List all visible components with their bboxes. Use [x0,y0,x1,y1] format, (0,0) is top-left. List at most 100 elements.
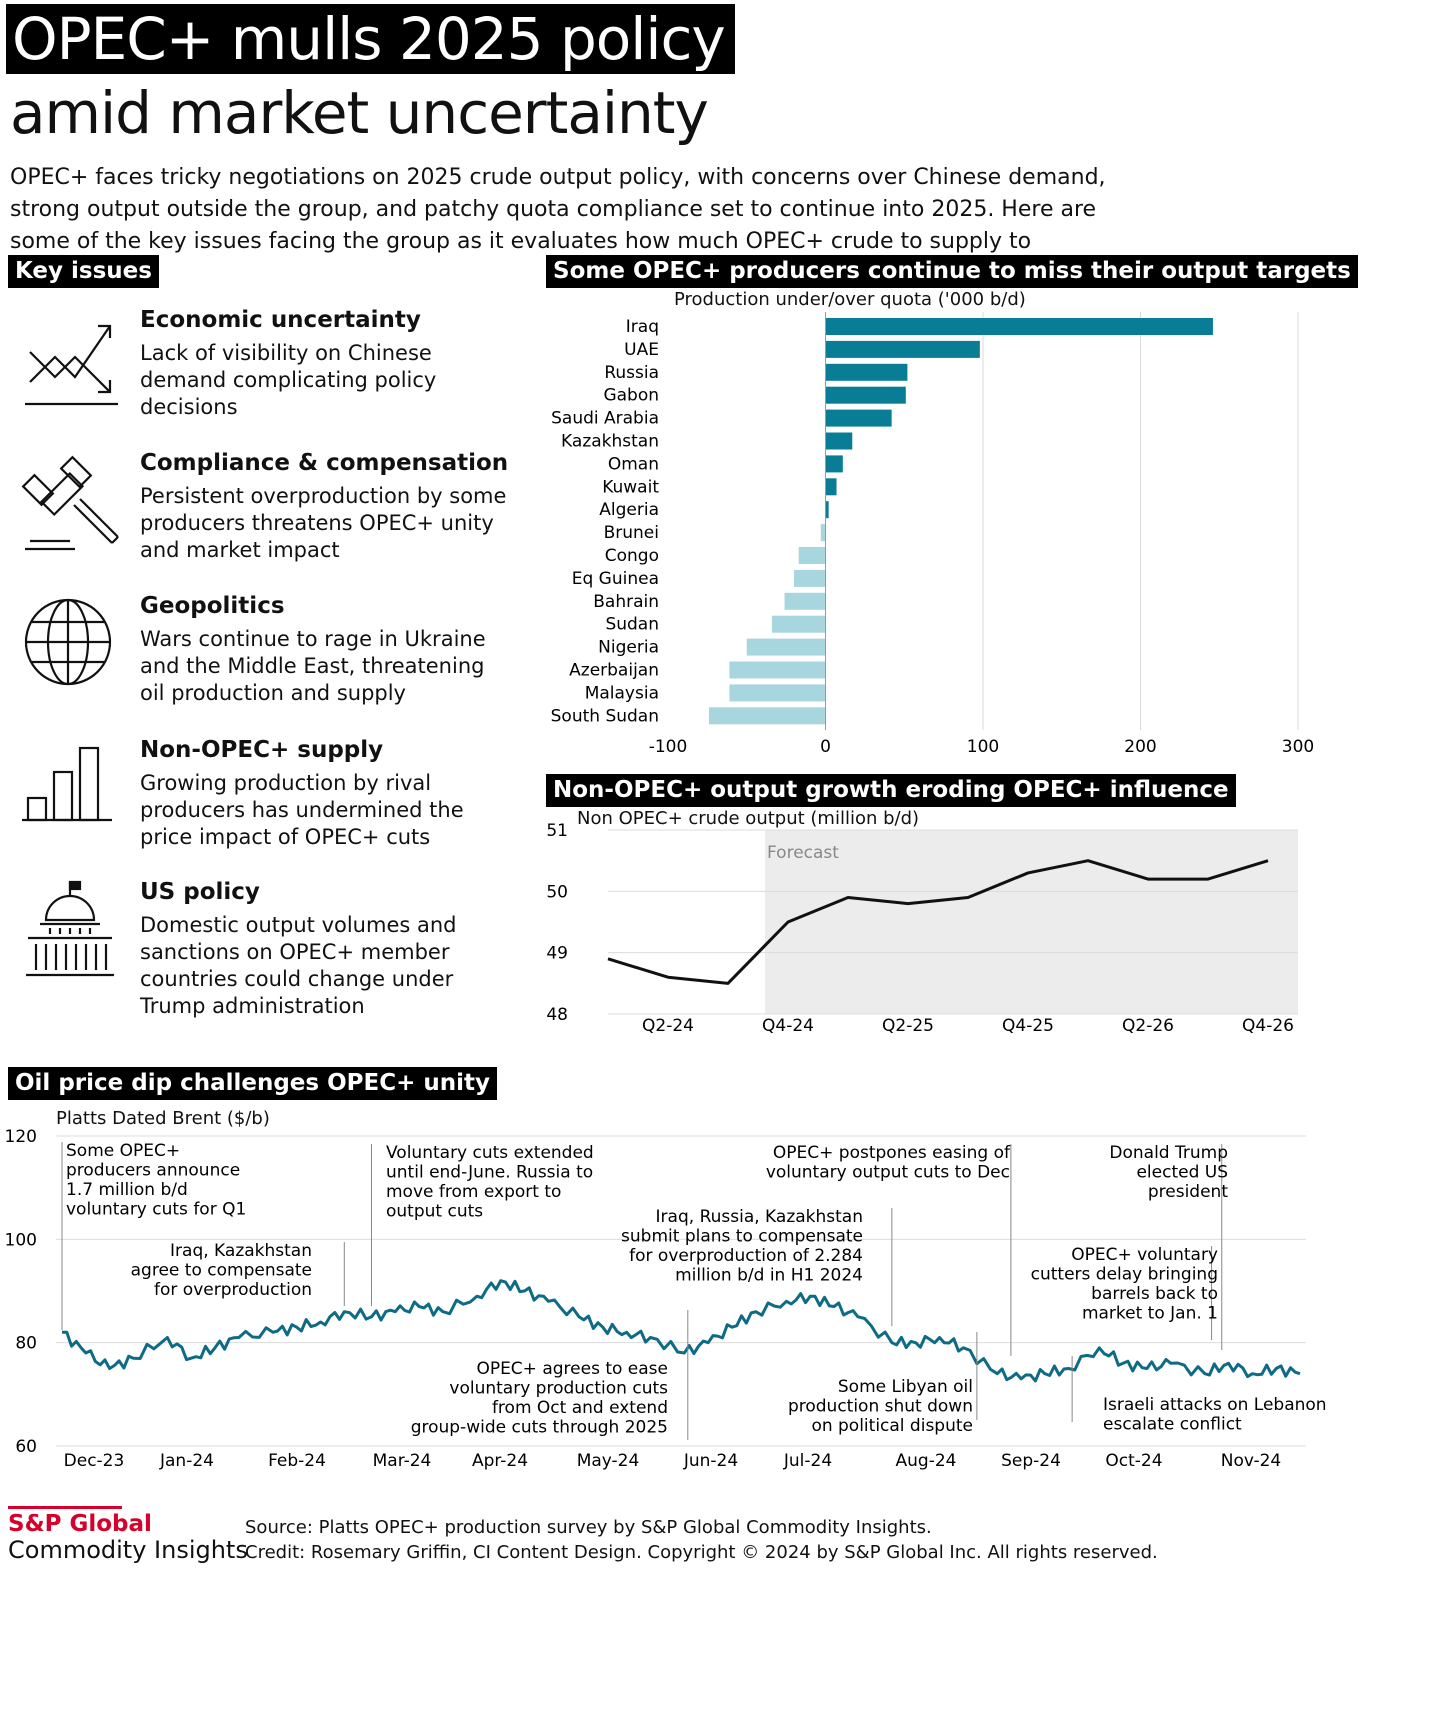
issue-desc-geopolitics: Wars continue to rage in Ukraine and the… [140,627,486,705]
issue-title-compliance: Compliance & compensation [140,450,509,476]
quota-bar [746,638,826,656]
annotation-text: from Oct and extend [492,1398,668,1418]
brent-x-tick: Oct-24 [1105,1451,1162,1471]
annotation-text: Iraq, Russia, Kazakhstan [656,1207,863,1227]
annotation-text: on political dispute [811,1416,973,1436]
brent-x-tick: Feb-24 [268,1451,326,1471]
annotation-text: agree to compensate [131,1261,312,1281]
brent-chart-subtitle: Platts Dated Brent ($/b) [56,1108,270,1129]
issue-desc-supply: Growing production by rival producers ha… [140,771,464,849]
issue-icon-geopolitics [20,590,130,704]
annotation-text: submit plans to compensate [621,1227,863,1247]
page-title-line2: amid market uncertainty [10,79,709,147]
capitol-icon [26,880,114,977]
nonopec-x-tick: Q2-25 [882,1016,934,1036]
quota-chart-subtitle: Production under/over quota ('000 b/d) [674,289,1026,310]
issue-desc-us-policy: Domestic output volumes and sanctions on… [140,913,457,1018]
credit-note: Credit: Rosemary Griffin, CI Content Des… [245,1542,1158,1563]
annotation-text: Some OPEC+ [66,1141,180,1161]
annotation-text: voluntary production cuts [449,1379,668,1399]
annotation-text: move from export to [386,1182,561,1202]
quota-category-label: Sudan [605,615,659,635]
quota-x-tick: -100 [649,737,688,757]
trend-arrows-icon [25,324,118,406]
quota-x-tick: 100 [967,737,999,757]
quota-category-label: Iraq [626,317,659,337]
annotation-text: barrels back to [1091,1284,1218,1304]
brent-x-tick: Nov-24 [1221,1451,1282,1471]
quota-category-label: Kazakhstan [561,432,659,452]
annotation-text: voluntary output cuts to Dec [766,1163,1010,1183]
quota-bar [771,615,826,633]
nonopec-y-tick: 49 [546,944,568,964]
nonopec-chart-subtitle: Non OPEC+ crude output (million b/d) [577,808,920,829]
brent-x-tick: Jul-24 [783,1451,832,1471]
annotation-text: 1.7 million b/d [66,1180,188,1200]
brand-logo-line2: Commodity Insights [8,1536,248,1564]
annotation-text: voluntary cuts for Q1 [66,1200,246,1220]
quota-bar [825,363,908,381]
page-title-line1: OPEC+ mulls 2025 policy [6,4,735,74]
quota-category-label: Oman [608,454,659,474]
bar-chart-icon [22,746,112,822]
brent-x-tick: Mar-24 [373,1451,432,1471]
quota-chart-title: Some OPEC+ producers continue to miss th… [546,255,1358,288]
quota-bar [825,386,906,404]
nonopec-x-tick: Q4-26 [1242,1016,1294,1036]
annotation-text: million b/d in H1 2024 [675,1266,863,1286]
issue-title-supply: Non-OPEC+ supply [140,737,384,763]
quota-category-label: Brunei [604,523,659,543]
brand-rule [8,1506,122,1509]
annotation-text: Voluntary cuts extended [386,1143,594,1163]
quota-bar-chart: -100 0 100 200 300 Iraq UAE Russia Gabon Saudi Ar… [551,312,1314,757]
annotation-text: cutters delay bringing [1031,1265,1218,1285]
quota-category-label: Malaysia [585,683,659,703]
annotation-text: until end-June. Russia to [386,1163,593,1183]
annotation-text: OPEC+ postpones easing of [773,1143,1011,1163]
nonopec-x-tick: Q2-24 [642,1016,694,1036]
quota-category-label: Nigeria [598,638,659,658]
globe-icon [24,598,112,686]
quota-category-label: Eq Guinea [572,569,659,589]
issue-title-us-policy: US policy [140,879,260,905]
forecast-shading [765,830,1298,1014]
nonopec-series-line [607,859,1269,985]
annotation-text: Israeli attacks on Lebanon [1103,1395,1327,1415]
brent-x-tick: Sep-24 [1001,1451,1061,1471]
annotation-text: elected US [1136,1163,1228,1183]
nonopec-line-chart: Forecast 51 50 49 48 Q2-24 Q4-24 Q2-25 Q4-25 Q2-2… [546,821,1298,1036]
quota-x-tick: 200 [1124,737,1156,757]
source-note: Source: Platts OPEC+ production survey b… [245,1517,932,1538]
annotation-text: Some Libyan oil [838,1377,973,1397]
brent-price-line [61,1279,1301,1383]
annotation-text: escalate conflict [1103,1415,1242,1435]
quota-bar [825,340,980,358]
brent-line-chart: 120 100 80 60 Dec-23 Jan-24 Feb-24 Mar-24 Apr-24… [5,1127,1327,1471]
quota-bar [794,569,826,587]
nonopec-y-tick: 50 [546,882,568,902]
gavel-icon [21,455,119,551]
quota-bar [708,707,826,725]
quota-x-tick: 300 [1282,737,1314,757]
quota-bar [825,455,843,473]
brent-y-tick: 120 [5,1127,37,1147]
quota-bar [798,547,826,564]
annotation-text: for overproduction of 2.284 [629,1246,863,1266]
brent-x-tick: Apr-24 [472,1451,528,1471]
quota-bar [825,501,829,519]
issue-icon-economic [20,312,130,426]
quota-bar [825,409,892,427]
annotation-text: Iraq, Kazakhstan [170,1241,312,1261]
quota-category-label: Gabon [603,386,659,406]
issue-icon-compliance [20,455,130,569]
annotation-text: president [1148,1182,1228,1202]
quota-category-label: Bahrain [593,592,659,612]
annotation-text: OPEC+ agrees to ease [476,1359,668,1379]
annotation-text: producers announce [66,1161,240,1181]
quota-category-label: UAE [624,340,659,360]
brent-x-tick: Jun-24 [683,1451,738,1471]
annotation-text: for overproduction [154,1280,312,1300]
nonopec-x-tick: Q4-24 [762,1016,814,1036]
nonopec-chart-title: Non-OPEC+ output growth eroding OPEC+ in… [546,774,1236,807]
issue-icon-us-policy [20,880,130,994]
